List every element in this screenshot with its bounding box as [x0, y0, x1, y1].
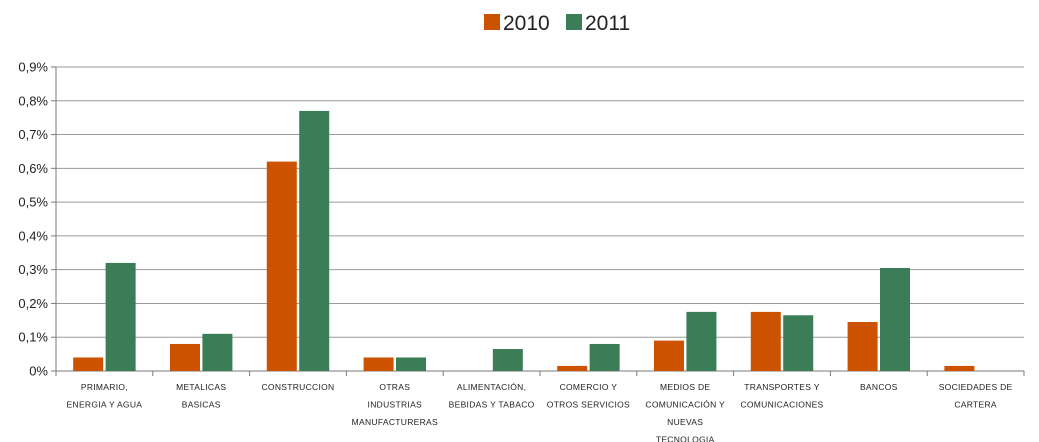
x-tick-label: METALICAS [176, 382, 226, 392]
bar-2010-9 [944, 365, 975, 371]
bar-2011-0 [105, 262, 136, 371]
bar-2011-1 [202, 333, 233, 371]
bar-2011-3 [396, 357, 427, 371]
legend-label: 2011 [585, 12, 630, 35]
bar-2011-4 [492, 349, 523, 371]
x-tick-label: TECNOLOGIA [656, 435, 715, 442]
x-axis: PRIMARIO, ENERGIA Y AGUA METALICAS BASICAS C… [55, 371, 1025, 442]
legend-label: 2010 [503, 12, 550, 35]
bar-2010-1 [169, 343, 200, 371]
x-tick-label: OTRAS [379, 382, 410, 392]
x-tick-label: MEDIOS DE [660, 382, 710, 392]
bar-2011-7 [783, 315, 814, 371]
bar-2010-2 [266, 161, 297, 371]
x-tick-label: MANUFACTURERAS [352, 417, 438, 427]
y-tick-label: 0,4% [18, 228, 48, 243]
bar-2010-3 [363, 357, 394, 371]
y-tick-label: 0,3% [18, 262, 48, 277]
y-tick-label: 0,9% [18, 60, 48, 75]
grid-lines [56, 66, 1024, 372]
x-tick-label: CONSTRUCCION [261, 382, 334, 392]
x-tick-label: OTROS SERVICIOS [547, 400, 630, 410]
y-tick-label: 0,5% [18, 195, 48, 210]
bar-2011-8 [880, 267, 911, 371]
bars [73, 110, 975, 372]
bar-2011-6 [686, 311, 717, 371]
x-tick-label: PRIMARIO, [81, 382, 128, 392]
bar-2010-6 [653, 340, 684, 371]
x-tick-label: CARTERA [954, 400, 997, 410]
legend: 2010 2011 [484, 12, 630, 35]
y-tick-label: 0,6% [18, 161, 48, 176]
legend-swatch-2010 [484, 14, 500, 30]
y-tick-label: 0,2% [18, 296, 48, 311]
bar-2010-5 [557, 365, 588, 371]
y-tick-label: 0,8% [18, 93, 48, 108]
x-tick-label: COMUNICACIÓN Y [645, 400, 725, 410]
y-tick-label: 0,1% [18, 330, 48, 345]
bar-2010-0 [73, 357, 104, 371]
x-tick-label: ENERGIA Y AGUA [67, 400, 143, 410]
bar-2010-8 [847, 322, 878, 371]
x-tick-label: NUEVAS [667, 417, 703, 427]
legend-swatch-2011 [566, 14, 582, 30]
bar-2011-5 [589, 343, 620, 371]
y-axis: 0% 0,1% 0,2% 0,3% 0,4% 0,5% 0,6% 0,7% 0,8% 0,9% [18, 60, 57, 379]
x-tick-label: COMERCIO Y [560, 382, 618, 392]
x-tick-label: BEBIDAS Y TABACO [449, 400, 535, 410]
y-tick-label: 0,7% [18, 127, 48, 142]
y-tick-label: 0% [29, 364, 48, 379]
bar-2011-2 [299, 110, 330, 372]
x-tick-label: BANCOS [860, 382, 898, 392]
x-tick-label: TRANSPORTES Y [744, 382, 819, 392]
x-tick-label: COMUNICACIONES [740, 400, 823, 410]
bar-2010-7 [750, 311, 781, 371]
x-tick-label: SOCIEDADES DE [939, 382, 1013, 392]
x-tick-label: BASICAS [182, 400, 221, 410]
x-tick-label: INDUSTRIAS [368, 400, 423, 410]
x-tick-label: ALIMENTACIÓN, [457, 382, 526, 392]
